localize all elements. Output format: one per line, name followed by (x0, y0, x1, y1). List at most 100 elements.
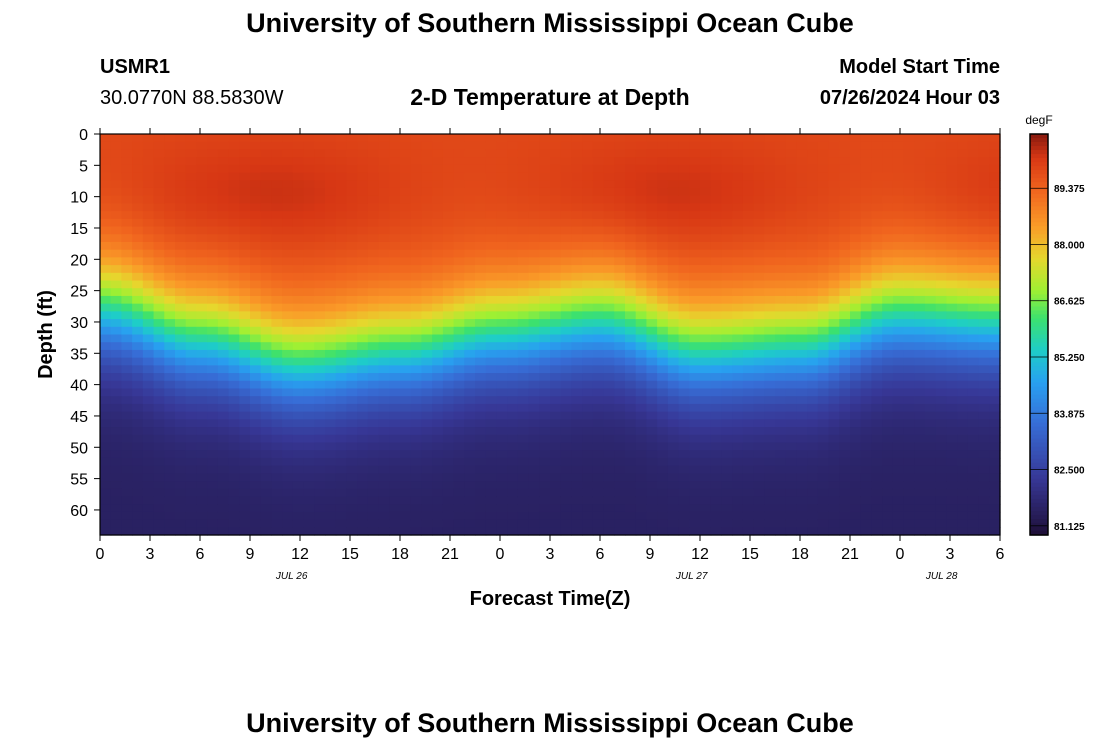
heatmap-cell (646, 496, 658, 505)
heatmap-cell (678, 427, 690, 436)
colorbar-swatch (1030, 134, 1048, 139)
heatmap-cell (614, 326, 626, 336)
heatmap-cell (228, 403, 240, 413)
heatmap-cell (582, 504, 594, 513)
y-axis-label: Depth (ft) (35, 290, 57, 379)
heatmap-cell (207, 311, 219, 320)
heatmap-cell (957, 311, 969, 320)
heatmap-cell (367, 241, 380, 251)
heatmap-cell (271, 311, 283, 320)
heatmap-cell (217, 427, 230, 436)
heatmap-cell (228, 396, 240, 405)
heatmap-cell (646, 511, 658, 521)
heatmap-cell (935, 149, 948, 158)
heatmap-cell (335, 380, 348, 390)
heatmap-cell (303, 203, 315, 212)
heatmap-cell (828, 265, 840, 274)
heatmap-cell (882, 365, 894, 374)
heatmap-cell (850, 450, 862, 459)
heatmap-cell (796, 442, 808, 451)
heatmap-cell (914, 365, 926, 374)
heatmap-cell (635, 326, 648, 336)
heatmap-cell (700, 481, 712, 490)
heatmap-cell (378, 496, 390, 505)
heatmap-cell (303, 134, 315, 143)
heatmap-cell (732, 234, 744, 243)
heatmap-cell (410, 388, 423, 397)
heatmap-cell (850, 326, 862, 336)
heatmap-cell (678, 527, 690, 536)
heatmap-cell (250, 519, 262, 528)
heatmap-cell (710, 365, 723, 374)
heatmap-cell (560, 257, 573, 266)
heatmap-cell (560, 373, 573, 382)
heatmap-cell (528, 134, 540, 143)
heatmap-cell (367, 157, 380, 166)
heatmap-cell (110, 187, 123, 197)
heatmap-cell (175, 180, 187, 189)
heatmap-cell (625, 280, 637, 289)
heatmap-cell (839, 295, 851, 305)
heatmap-cell (957, 357, 969, 366)
heatmap-cell (721, 180, 733, 189)
heatmap-cell (807, 218, 819, 228)
heatmap-cell (432, 442, 444, 451)
heatmap-cell (871, 519, 883, 528)
heatmap-cell (603, 473, 615, 482)
heatmap-cell (314, 157, 326, 166)
heatmap-cell (496, 203, 508, 212)
heatmap-cell (850, 442, 862, 451)
heatmap-cell (217, 450, 230, 459)
heatmap-cell (464, 488, 476, 498)
heatmap-cell (335, 411, 348, 420)
heatmap-cell (614, 241, 626, 251)
heatmap-cell (367, 249, 380, 258)
heatmap-cell (153, 373, 165, 382)
heatmap-cell (496, 141, 508, 151)
heatmap-cell (967, 488, 980, 498)
heatmap-cell (271, 226, 283, 235)
heatmap-cell (335, 241, 348, 251)
heatmap-cell (871, 211, 883, 220)
heatmap-cell (957, 419, 969, 428)
heatmap-cell (817, 373, 830, 382)
heatmap-cell (185, 203, 198, 212)
heatmap-cell (753, 257, 765, 266)
heatmap-cell (635, 481, 648, 490)
heatmap-cell (946, 457, 958, 467)
heatmap-cell (882, 519, 894, 528)
heatmap-cell (475, 334, 487, 343)
heatmap-cell (196, 319, 208, 328)
heatmap-cell (528, 496, 540, 505)
heatmap-cell (271, 319, 283, 328)
heatmap-cell (850, 265, 862, 274)
heatmap-cell (817, 164, 830, 174)
heatmap-cell (817, 411, 830, 420)
heatmap-cell (196, 234, 208, 243)
heatmap-cell (432, 234, 444, 243)
heatmap-cell (142, 365, 155, 374)
heatmap-cell (292, 373, 305, 382)
heatmap-cell (517, 234, 530, 243)
heatmap-cell (378, 326, 390, 336)
heatmap-cell (207, 187, 219, 197)
heatmap-cell (817, 234, 830, 243)
heatmap-cell (571, 265, 583, 274)
heatmap-cell (346, 527, 358, 536)
heatmap-cell (657, 272, 669, 282)
heatmap-cell (700, 319, 712, 328)
heatmap-cell (903, 141, 915, 151)
heatmap-cell (539, 280, 551, 289)
heatmap-cell (828, 473, 840, 482)
heatmap-cell (635, 527, 648, 536)
heatmap-cell (507, 411, 519, 420)
heatmap-cell (475, 419, 487, 428)
heatmap-cell (410, 203, 423, 212)
heatmap-cell (946, 496, 958, 505)
heatmap-cell (421, 195, 433, 204)
heatmap-cell (271, 373, 283, 382)
heatmap-cell (678, 172, 690, 181)
heatmap-cell (764, 164, 776, 174)
heatmap-cell (817, 157, 830, 166)
heatmap-cell (153, 226, 165, 235)
